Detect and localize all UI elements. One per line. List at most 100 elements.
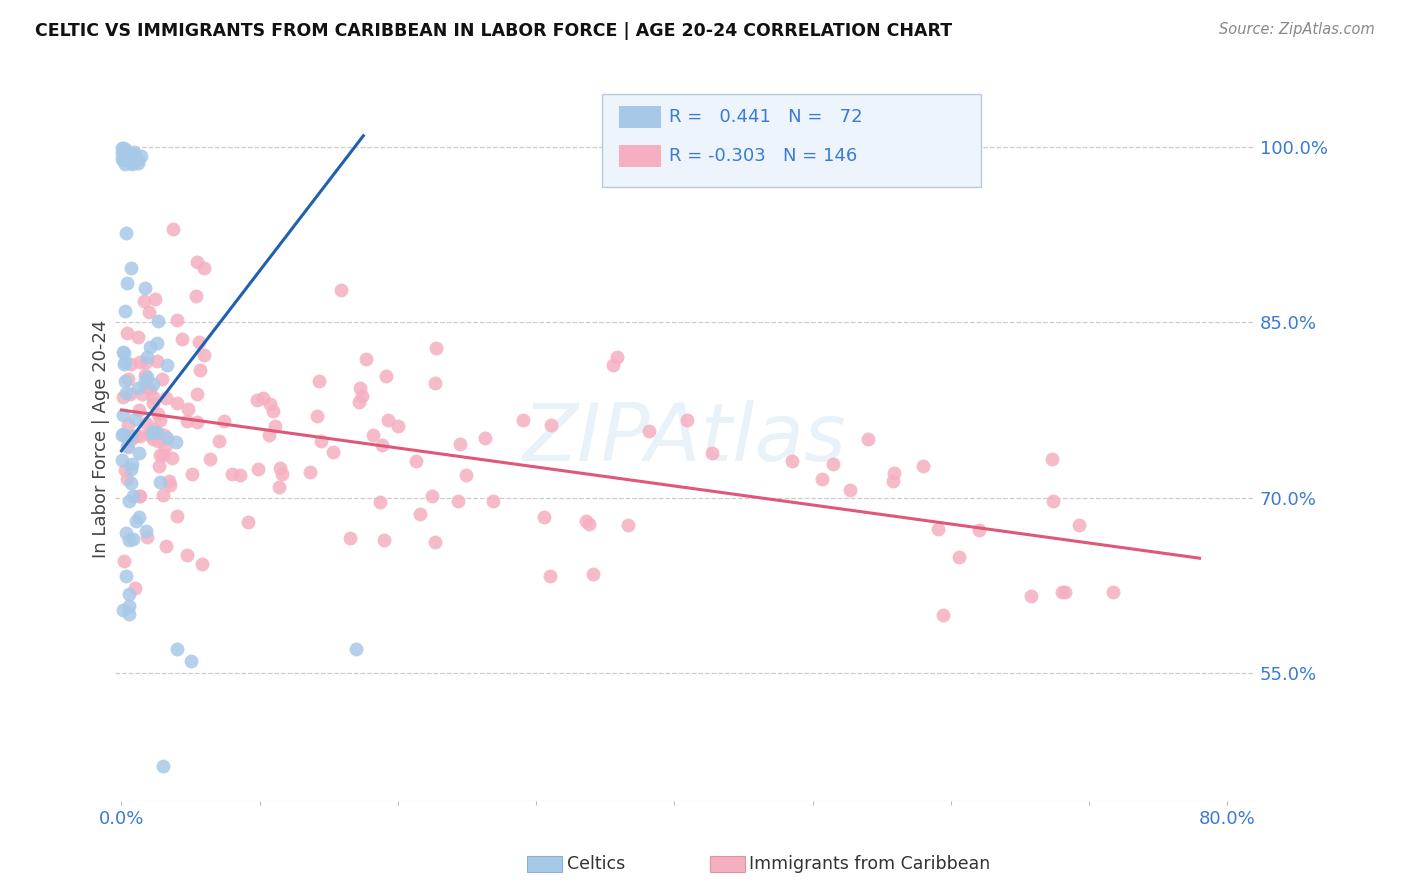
Point (456, 467, 478, 482)
Point (1054, 585, 1077, 599)
Point (308, 374, 330, 388)
Point (155, 440, 177, 454)
Point (128, 429, 150, 443)
Point (139, 382, 162, 396)
Point (602, 358, 624, 372)
Point (148, 458, 170, 473)
Point (115, 430, 138, 444)
Point (124, 412, 146, 426)
Point (127, 381, 149, 395)
Point (246, 392, 269, 407)
Point (264, 419, 287, 434)
Point (356, 351, 378, 366)
Point (368, 495, 391, 509)
Point (111, 453, 134, 467)
Point (121, 157, 143, 171)
Point (112, 149, 135, 163)
Point (350, 389, 373, 403)
Point (112, 153, 135, 167)
Point (575, 514, 598, 528)
Point (120, 432, 142, 446)
Point (117, 587, 139, 601)
Point (121, 489, 143, 503)
Point (118, 607, 141, 621)
Point (145, 335, 167, 350)
Point (208, 434, 231, 448)
Point (135, 355, 157, 369)
Point (138, 427, 160, 442)
Point (257, 428, 280, 442)
Point (125, 514, 148, 528)
Point (131, 149, 153, 163)
Point (330, 283, 353, 297)
Point (142, 396, 165, 410)
Point (931, 607, 953, 622)
Point (176, 414, 198, 428)
Point (449, 437, 471, 451)
Point (125, 428, 148, 442)
Point (127, 330, 149, 344)
Point (114, 157, 136, 171)
Point (138, 305, 160, 319)
Text: Source: ZipAtlas.com: Source: ZipAtlas.com (1219, 22, 1375, 37)
Point (252, 391, 274, 405)
Point (149, 448, 172, 462)
Point (238, 515, 260, 529)
Y-axis label: In Labor Force | Age 20-24: In Labor Force | Age 20-24 (93, 320, 110, 558)
Point (145, 425, 167, 440)
Point (121, 458, 143, 472)
Point (269, 461, 291, 475)
Point (221, 467, 243, 481)
Point (186, 415, 208, 429)
Point (271, 467, 294, 481)
Point (135, 416, 157, 430)
Point (159, 478, 181, 492)
Point (166, 508, 188, 523)
Point (212, 413, 235, 427)
Point (142, 376, 165, 391)
Point (155, 539, 177, 553)
Point (117, 418, 139, 433)
Point (112, 553, 135, 567)
Point (143, 422, 166, 436)
Point (420, 489, 443, 503)
Point (638, 424, 661, 438)
Point (676, 413, 699, 427)
Point (188, 334, 211, 349)
Point (858, 432, 880, 446)
Point (349, 381, 371, 395)
Text: Immigrants from Caribbean: Immigrants from Caribbean (749, 855, 991, 873)
Point (152, 487, 174, 501)
Point (118, 533, 141, 547)
Point (127, 153, 149, 167)
Point (128, 509, 150, 524)
Point (134, 368, 156, 382)
Point (152, 759, 174, 773)
Point (112, 346, 135, 360)
Point (112, 390, 135, 404)
Point (259, 397, 281, 411)
Point (134, 374, 156, 388)
Point (180, 654, 202, 668)
Point (132, 293, 155, 308)
Point (1102, 584, 1125, 599)
Point (184, 288, 207, 302)
Point (112, 357, 135, 371)
Point (131, 386, 153, 401)
Point (155, 391, 177, 405)
Point (616, 518, 638, 533)
Point (120, 146, 142, 161)
Point (228, 468, 250, 483)
Point (606, 350, 628, 364)
Point (948, 549, 970, 564)
Point (578, 516, 600, 531)
Point (371, 438, 394, 452)
Point (533, 510, 555, 524)
Point (247, 462, 270, 476)
Point (111, 427, 134, 442)
Point (911, 458, 934, 473)
Text: ZIPAtlas: ZIPAtlas (523, 401, 846, 478)
Point (361, 428, 384, 442)
Point (967, 523, 990, 537)
Point (152, 427, 174, 442)
